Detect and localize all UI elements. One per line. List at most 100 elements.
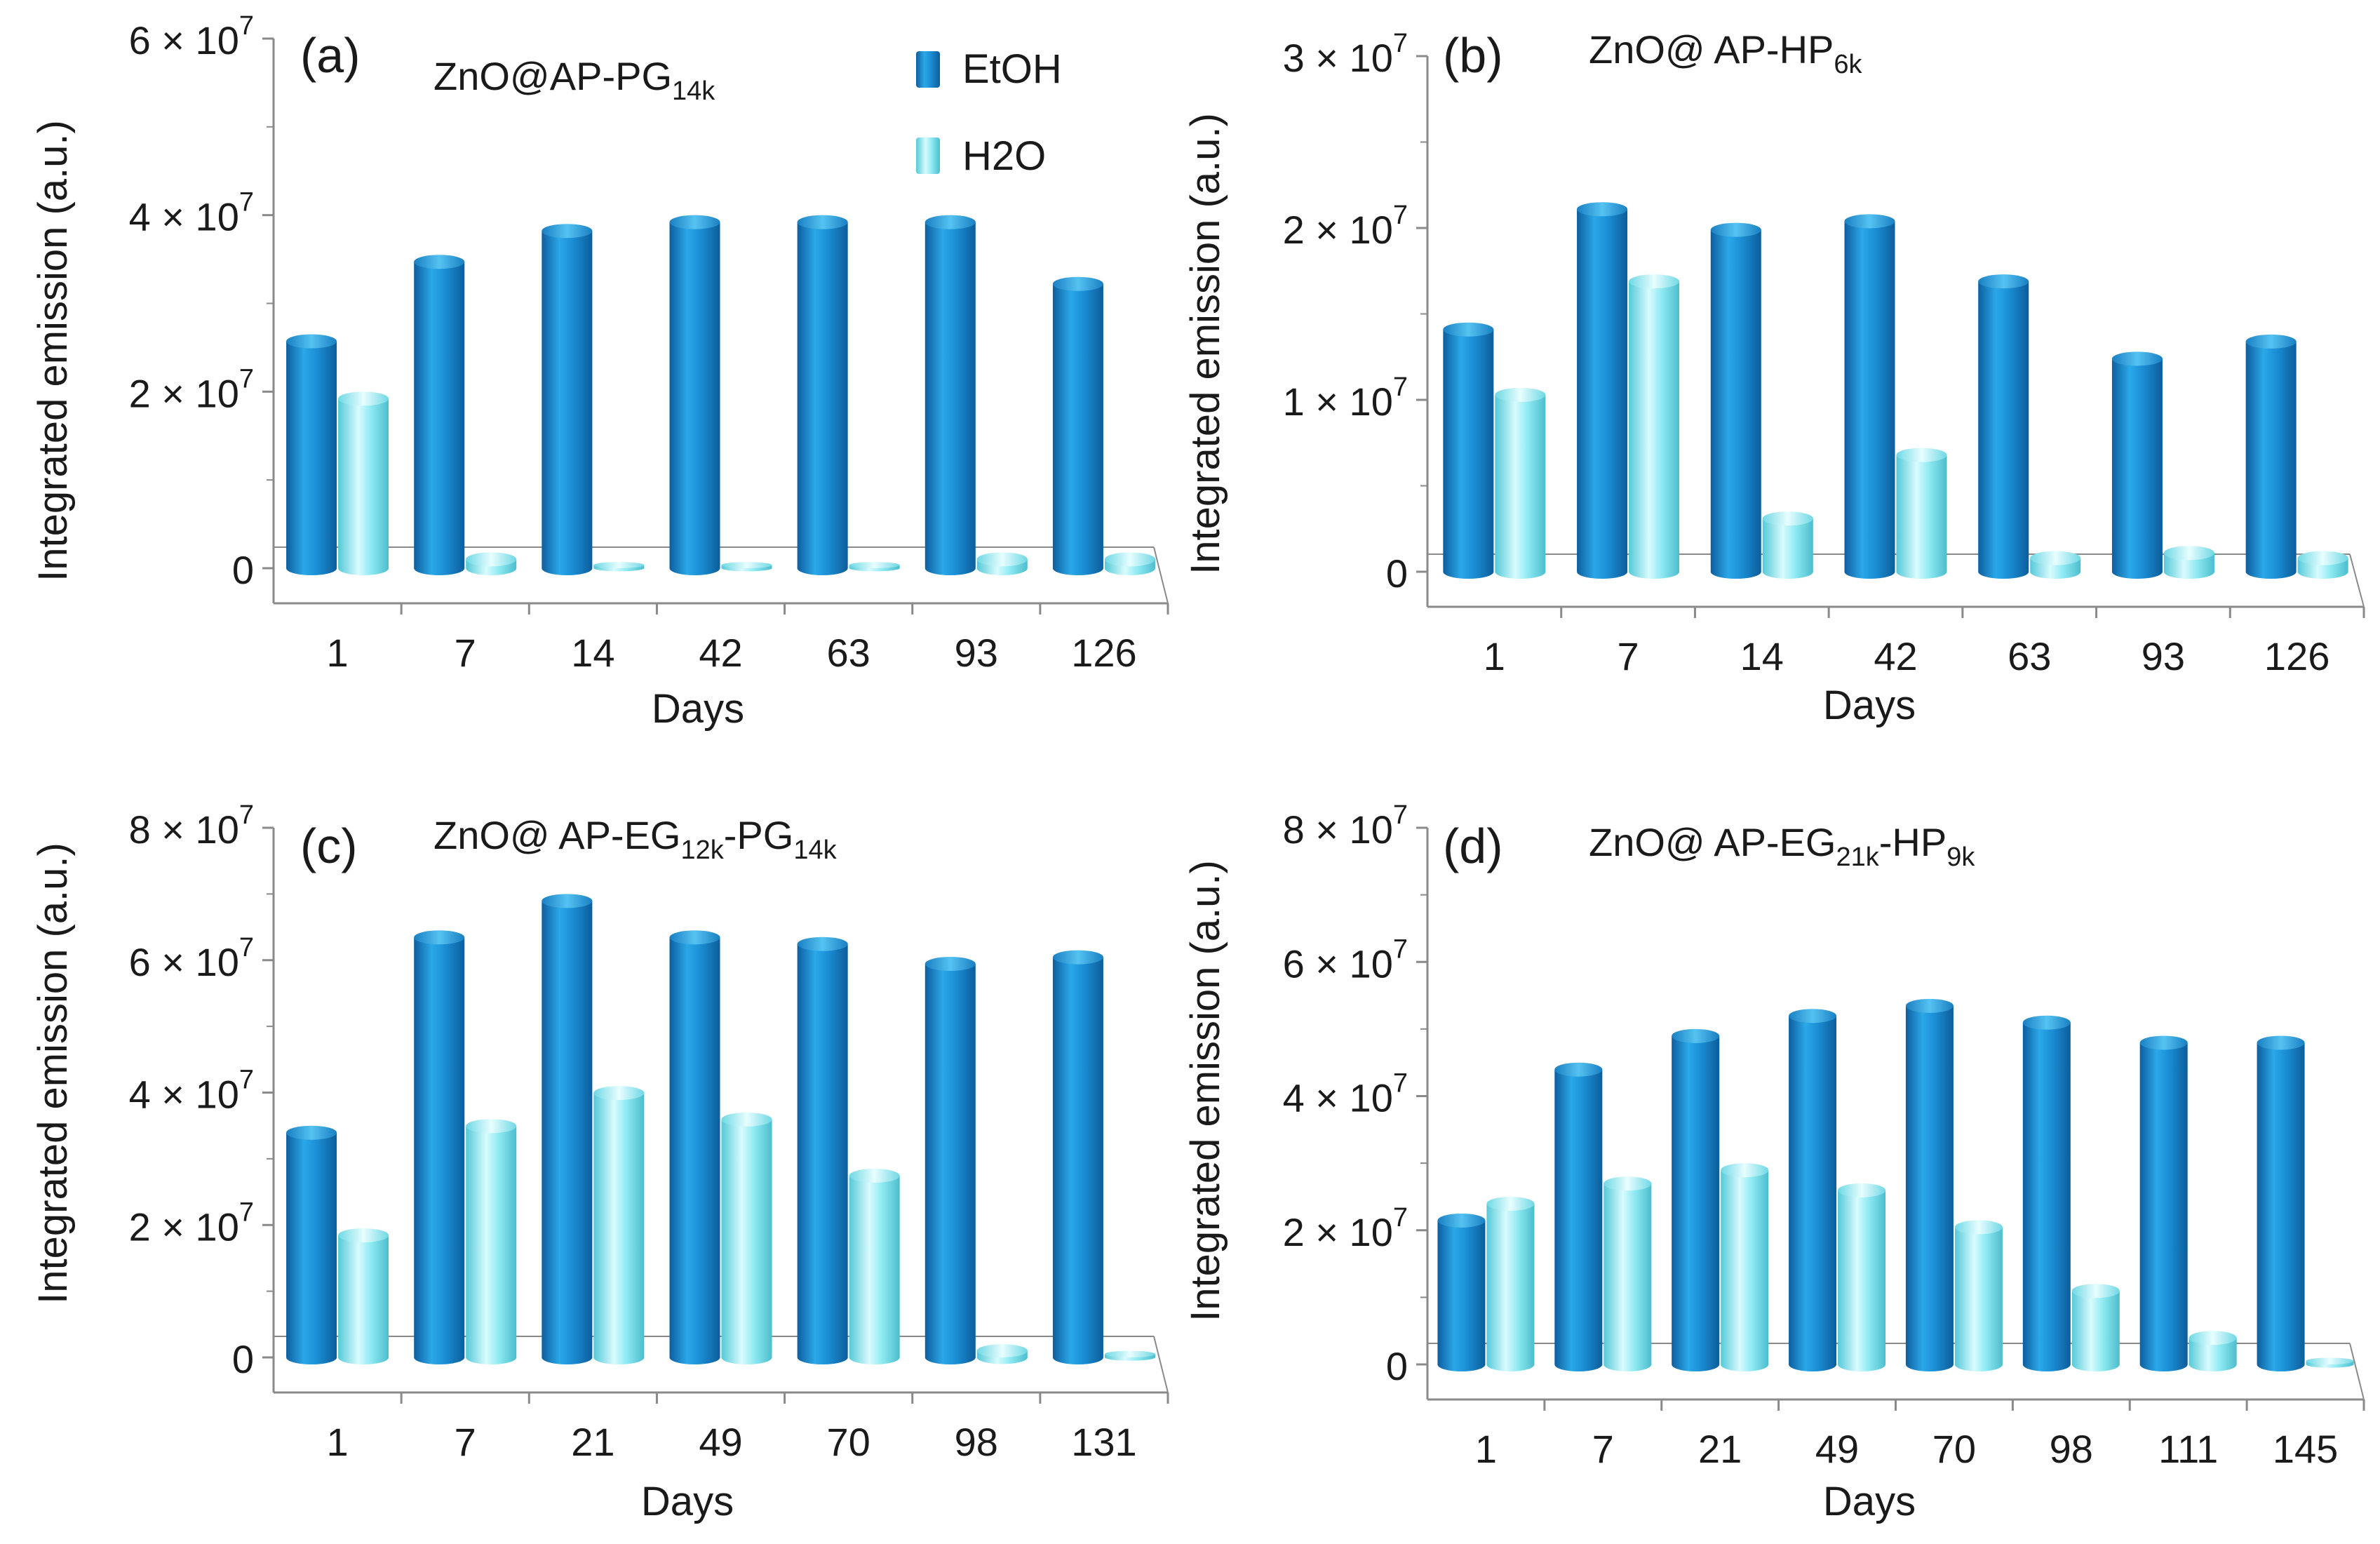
- bar-h2o-body: [466, 1126, 517, 1364]
- bar-h2o-cap: [338, 1228, 389, 1242]
- bar-h2o-cap: [721, 1112, 772, 1127]
- bar-etoh-cap: [2139, 1035, 2188, 1050]
- bar-etoh-body: [669, 222, 720, 575]
- bar-h2o: [1838, 1183, 1886, 1371]
- bar-h2o-cap: [1838, 1183, 1886, 1197]
- bar-etoh-body: [286, 1132, 337, 1364]
- x-tick-label: 42: [699, 631, 742, 675]
- x-tick-label: 63: [2008, 634, 2051, 678]
- bar-h2o-cap: [593, 562, 645, 568]
- bar-etoh: [542, 894, 593, 1364]
- bar-etoh-cap: [1443, 322, 1494, 337]
- bar-etoh-body: [2257, 1042, 2305, 1371]
- bar-etoh: [797, 215, 848, 575]
- bar-etoh: [1052, 950, 1103, 1364]
- bar-h2o-cap: [338, 391, 389, 406]
- bar-etoh: [2111, 351, 2163, 579]
- bar-etoh: [669, 215, 720, 575]
- legend: EtOH H2O: [916, 46, 1062, 179]
- chart-title: ZnO@ AP-HP6k: [1589, 27, 1863, 79]
- plot-area: 0 2 × 107 4 × 107 6 × 107 8 × 107 1 7 21 49 70 98 1…: [1283, 800, 2365, 1471]
- bar-etoh: [1554, 1062, 1603, 1371]
- bar-etoh: [2139, 1035, 2188, 1371]
- bar-h2o: [1495, 387, 1546, 579]
- bar-etoh-cap: [1437, 1213, 1486, 1228]
- bar-h2o-body: [2071, 1291, 2120, 1371]
- bar-h2o-cap: [1495, 387, 1546, 402]
- bar-h2o-cap: [466, 1119, 517, 1134]
- bar-etoh: [1437, 1213, 1486, 1371]
- bar-h2o: [2030, 551, 2081, 579]
- bar-h2o-cap: [2071, 1284, 2120, 1298]
- bar-etoh: [286, 334, 337, 575]
- bar-h2o: [976, 1344, 1028, 1364]
- chart-title: ZnO@ AP-EG12k-PG14k: [433, 813, 838, 865]
- legend-label-h2o: H2O: [962, 133, 1046, 179]
- bar-etoh-body: [669, 937, 720, 1364]
- bar-etoh-body: [414, 937, 465, 1364]
- panel-c: (c) ZnO@ AP-EG12k-PG14k Integrated emiss…: [30, 800, 1169, 1524]
- bar-h2o: [338, 1228, 389, 1364]
- bar-h2o: [338, 391, 389, 575]
- floor-edge-line: [2349, 1343, 2365, 1400]
- bar-etoh-cap: [2022, 1015, 2071, 1030]
- bar-h2o-body: [1838, 1190, 1886, 1371]
- x-tick-label: 7: [1592, 1427, 1614, 1471]
- bar-h2o-body: [1629, 281, 1680, 579]
- x-tick-label: 7: [455, 631, 476, 675]
- legend-swatch-h2o: [916, 137, 940, 174]
- bar-etoh-body: [414, 262, 465, 575]
- bar-etoh-body: [925, 222, 976, 575]
- bar-etoh-body: [1672, 1035, 1720, 1371]
- bar-h2o: [1104, 552, 1155, 575]
- legend-label-etoh: EtOH: [962, 46, 1062, 92]
- bar-etoh-body: [1905, 1005, 1954, 1371]
- x-axis-label: Days: [652, 686, 744, 732]
- x-tick-label: 42: [1874, 634, 1917, 678]
- bar-etoh: [2245, 334, 2297, 579]
- bar-h2o-cap: [2189, 1331, 2237, 1345]
- plot-area: 0 2 × 107 4 × 107 6 × 107 1 7 14 42 63 93 126: [129, 11, 1169, 675]
- bar-etoh-body: [1437, 1220, 1486, 1371]
- x-tick-label: 98: [2050, 1427, 2093, 1471]
- bar-etoh-cap: [669, 215, 720, 229]
- bar-etoh-body: [925, 964, 976, 1364]
- bar-h2o-body: [1604, 1183, 1652, 1371]
- bar-etoh-cap: [1554, 1062, 1603, 1077]
- bar-etoh-cap: [1844, 214, 1895, 229]
- floor-edge-line: [1153, 1336, 1169, 1393]
- bar-h2o: [1104, 1350, 1155, 1361]
- bar-etoh-body: [1554, 1069, 1603, 1371]
- y-tick-label: 4 × 107: [129, 188, 254, 239]
- bar-h2o: [2189, 1331, 2237, 1371]
- bar-etoh: [797, 937, 848, 1364]
- bar-h2o-body: [721, 1119, 772, 1364]
- panel-d: (d) ZnO@ AP-EG21k-HP9k Integrated emissi…: [1183, 800, 2365, 1524]
- x-tick-label: 93: [2142, 634, 2185, 678]
- bar-h2o-body: [2163, 553, 2214, 579]
- panel-label: (a): [300, 28, 361, 83]
- y-axis-label: Integrated emission (a.u.): [1183, 860, 1228, 1322]
- bar-h2o: [466, 1119, 517, 1364]
- bar-etoh-cap: [1577, 202, 1628, 217]
- legend-swatch-etoh: [916, 51, 940, 88]
- y-tick-label: 8 × 107: [1283, 800, 1408, 852]
- bar-h2o: [466, 552, 517, 575]
- bar-etoh-body: [2139, 1042, 2188, 1371]
- x-tick-label: 21: [1698, 1427, 1742, 1471]
- bar-h2o-cap: [2163, 546, 2214, 560]
- bar-h2o-cap: [466, 552, 517, 567]
- bar-etoh-cap: [414, 930, 465, 945]
- panel-label: (c): [300, 819, 358, 873]
- bar-etoh-body: [542, 901, 593, 1364]
- bar-h2o-body: [1954, 1227, 2003, 1371]
- floor-edge-line: [2349, 553, 2365, 607]
- bar-etoh-body: [286, 341, 337, 575]
- bar-etoh-cap: [2111, 351, 2163, 366]
- bar-etoh-body: [1443, 329, 1494, 579]
- bar-etoh-cap: [797, 215, 848, 229]
- bar-etoh-body: [2111, 358, 2163, 579]
- chart-title: ZnO@ AP-EG21k-HP9k: [1589, 820, 1975, 872]
- bar-h2o-cap: [849, 1169, 900, 1183]
